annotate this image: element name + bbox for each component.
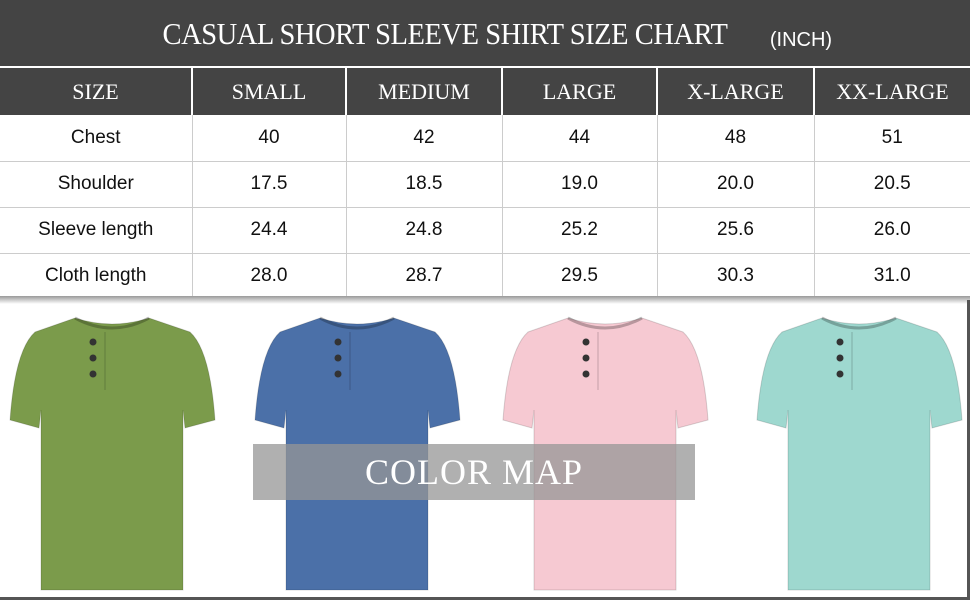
cell-value: 42 <box>345 115 502 162</box>
row-label: Chest <box>0 115 192 162</box>
unit-label: (INCH) <box>769 28 833 51</box>
cell-value: 44 <box>501 115 657 162</box>
row-label: Sleeve length <box>0 207 192 254</box>
color-map-label: COLOR MAP <box>253 444 695 500</box>
row-label: Cloth length <box>0 253 192 300</box>
cell-value: 18.5 <box>345 161 502 208</box>
cell-value: 17.5 <box>191 161 346 208</box>
cell-value: 25.2 <box>501 207 657 254</box>
cell-value: 51 <box>813 115 970 162</box>
cell-value: 20.5 <box>813 161 970 208</box>
cell-value: 29.5 <box>501 253 657 300</box>
cell-value: 19.0 <box>501 161 657 208</box>
row-label: Shoulder <box>0 161 192 208</box>
cell-value: 24.8 <box>345 207 502 254</box>
col-header: X-LARGE <box>656 66 814 115</box>
table-row: Chest 40 42 44 48 51 <box>0 115 970 162</box>
chart-title: CASUAL SHORT SLEEVE SHIRT SIZE CHART <box>162 16 728 51</box>
shirt-image <box>752 310 967 595</box>
cell-value: 20.0 <box>656 161 814 208</box>
cell-value: 31.0 <box>813 253 970 300</box>
shirt-image <box>5 310 220 595</box>
col-header: SIZE <box>0 66 192 115</box>
col-header: XX-LARGE <box>813 66 970 115</box>
cell-value: 48 <box>656 115 814 162</box>
divider-shadow <box>0 296 970 304</box>
title-bar: CASUAL SHORT SLEEVE SHIRT SIZE CHART (IN… <box>0 0 970 68</box>
cell-value: 40 <box>191 115 346 162</box>
table-row: Shoulder 17.5 18.5 19.0 20.0 20.5 <box>0 161 970 208</box>
col-header: LARGE <box>501 66 657 115</box>
table-row: Sleeve length 24.4 24.8 25.2 25.6 26.0 <box>0 207 970 254</box>
col-header: SMALL <box>191 66 346 115</box>
table-row: Cloth length 28.0 28.7 29.5 30.3 31.0 <box>0 253 970 300</box>
cell-value: 25.6 <box>656 207 814 254</box>
cell-value: 28.0 <box>191 253 346 300</box>
image-frame <box>0 300 970 600</box>
cell-value: 30.3 <box>656 253 814 300</box>
header-row: SIZE SMALL MEDIUM LARGE X-LARGE XX-LARGE <box>0 66 970 115</box>
cell-value: 26.0 <box>813 207 970 254</box>
col-header: MEDIUM <box>345 66 502 115</box>
size-table: SIZE SMALL MEDIUM LARGE X-LARGE XX-LARGE… <box>0 66 970 300</box>
cell-value: 24.4 <box>191 207 346 254</box>
cell-value: 28.7 <box>345 253 502 300</box>
